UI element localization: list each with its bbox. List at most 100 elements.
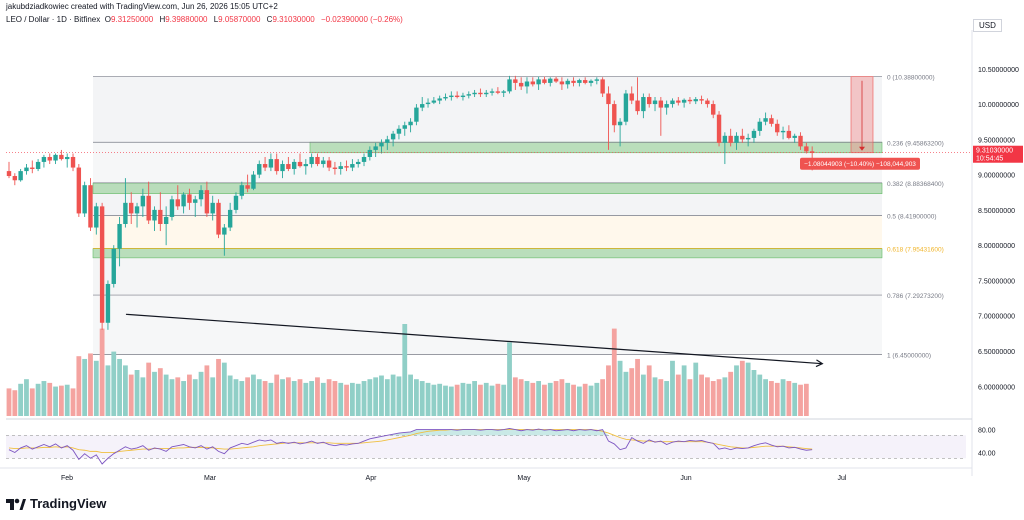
candle-body bbox=[152, 209, 157, 221]
volume-bar bbox=[338, 382, 344, 416]
support-zone bbox=[92, 182, 883, 194]
last-price-tag-bg bbox=[973, 145, 1023, 163]
candle-body bbox=[53, 154, 58, 161]
candle-body bbox=[501, 91, 506, 93]
symbol-name[interactable]: LEO / Dollar · 1D · Bitfinex bbox=[6, 15, 101, 24]
candle-body bbox=[606, 93, 611, 105]
candle-body bbox=[745, 137, 751, 140]
volume-bar bbox=[309, 381, 315, 416]
candle-body bbox=[111, 248, 116, 284]
volume-bar bbox=[623, 371, 629, 416]
rsi-band bbox=[6, 435, 966, 459]
change-value: −0.02390000 (−0.26%) bbox=[320, 15, 403, 24]
candle-body bbox=[356, 161, 361, 165]
low-value: 9.05870000 bbox=[218, 15, 261, 24]
candle-body bbox=[47, 156, 52, 161]
volume-bar bbox=[501, 384, 507, 416]
fibonacci-retracement[interactable]: 0 (10.38800000) 0.236 (9.45863200) 0.382 (… bbox=[92, 75, 944, 360]
candle-body bbox=[158, 209, 163, 224]
volume-bar bbox=[355, 383, 361, 416]
volume-bar bbox=[803, 383, 809, 416]
candle-body bbox=[402, 125, 407, 129]
volume-bar bbox=[140, 377, 146, 416]
candle-body bbox=[489, 91, 495, 93]
currency-button[interactable]: USD bbox=[973, 19, 1002, 32]
volume-bar bbox=[239, 381, 245, 416]
candle-body bbox=[658, 100, 664, 108]
volume-bar bbox=[786, 381, 792, 416]
volume-bar bbox=[495, 383, 501, 416]
candle-body bbox=[460, 95, 466, 98]
volume-bar bbox=[157, 368, 163, 416]
candle-body bbox=[123, 202, 128, 224]
volume-bar bbox=[76, 356, 82, 416]
volume-bar bbox=[88, 353, 93, 416]
candle-body bbox=[350, 164, 355, 168]
candle-body bbox=[542, 79, 547, 83]
candle-body bbox=[420, 104, 425, 108]
volume-bar bbox=[600, 379, 606, 416]
measure-label: −1.08044903 (−10.40%) −108,044,903 bbox=[804, 161, 916, 168]
volume-bar bbox=[111, 351, 117, 416]
volume-bar bbox=[297, 379, 303, 416]
attribution-text: jakubdziadkowiec created with TradingVie… bbox=[6, 2, 278, 11]
bar-countdown: 10:54:45 bbox=[976, 156, 1003, 163]
candle-body bbox=[286, 164, 291, 169]
candle-body bbox=[396, 128, 402, 134]
trend-line bbox=[125, 313, 823, 365]
volume-bar bbox=[629, 368, 635, 416]
candle-body bbox=[751, 130, 757, 138]
volume-bar bbox=[722, 377, 728, 416]
volume-bar bbox=[64, 384, 70, 416]
volume-bar bbox=[274, 374, 280, 416]
time-axis[interactable]: Feb Mar Apr May Jun Jul bbox=[0, 467, 972, 482]
candle-body bbox=[577, 80, 582, 83]
volume-bar bbox=[483, 382, 489, 416]
candle-body bbox=[59, 154, 64, 160]
volume-bar bbox=[530, 382, 536, 416]
price-tick-label: 6.00000000 bbox=[978, 384, 1015, 391]
volume-bar bbox=[396, 376, 402, 416]
candle-body bbox=[641, 97, 646, 112]
volume-bar bbox=[658, 379, 664, 416]
candle-body bbox=[35, 161, 41, 169]
candle-body bbox=[12, 176, 18, 181]
volume-bar bbox=[198, 371, 204, 416]
volume-bar bbox=[373, 377, 379, 416]
time-tick-label: Jun bbox=[680, 475, 691, 482]
low-key: L bbox=[213, 15, 219, 24]
volume-bar bbox=[152, 371, 157, 416]
drawings[interactable]: −1.08044903 (−10.40%) −108,044,903 bbox=[6, 76, 972, 368]
candle-body bbox=[379, 142, 384, 147]
price-axis[interactable]: 10.50000000 10.00000000 9.50000000 9.000000… bbox=[971, 30, 1023, 476]
volume-bar bbox=[507, 342, 512, 416]
candle-body bbox=[780, 130, 786, 133]
volume-bar bbox=[47, 382, 53, 416]
time-tick-label: Apr bbox=[366, 475, 378, 482]
candle-body bbox=[117, 224, 122, 249]
volume-bar bbox=[384, 379, 390, 416]
rsi-pane[interactable]: 80.00 40.00 bbox=[6, 418, 996, 465]
volume-bar bbox=[221, 362, 227, 416]
candle-body bbox=[431, 100, 437, 103]
volume-bar bbox=[443, 385, 448, 416]
volume-bar bbox=[303, 382, 309, 416]
fib-band-0.786 bbox=[93, 295, 882, 355]
price-tick-label: 8.00000000 bbox=[978, 243, 1015, 250]
volume-bar bbox=[728, 371, 734, 416]
candle-body bbox=[24, 167, 29, 172]
volume-bar bbox=[710, 381, 716, 416]
volume-bar bbox=[6, 388, 12, 416]
tradingview-brand-text: TradingView bbox=[30, 496, 107, 511]
volume-bar bbox=[227, 375, 233, 416]
volume-bar bbox=[582, 383, 588, 416]
volume-bar bbox=[739, 360, 745, 416]
tradingview-logo[interactable]: TradingView bbox=[6, 496, 106, 511]
volume-bar bbox=[705, 377, 710, 416]
time-tick-label: Feb bbox=[61, 475, 73, 482]
volume-bar bbox=[763, 379, 768, 416]
candle-body bbox=[809, 151, 815, 153]
candle-body bbox=[309, 156, 314, 165]
high-key: H bbox=[159, 15, 166, 24]
